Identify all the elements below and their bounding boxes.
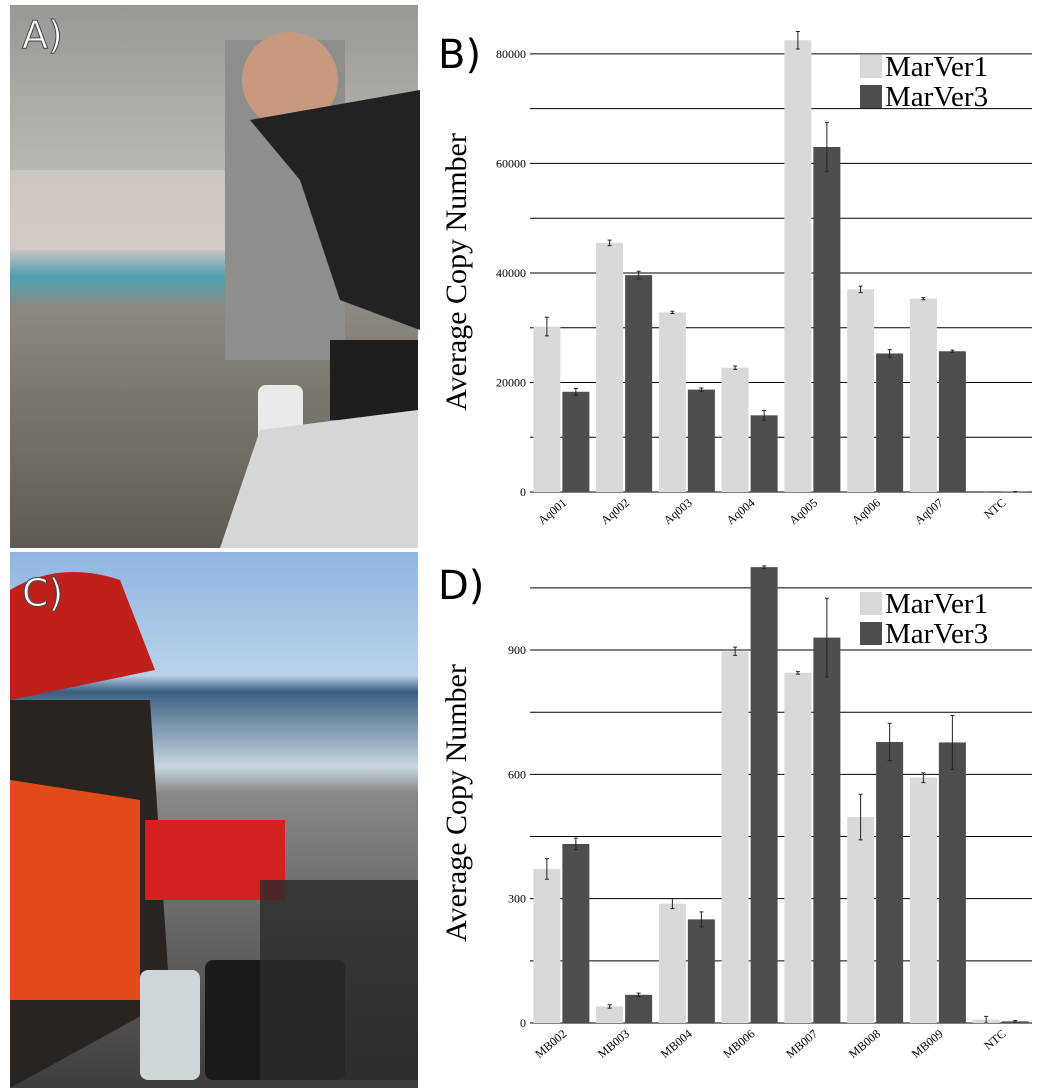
y-tick-label: 300 [508,892,526,906]
bar [847,289,874,492]
bar [533,869,560,1023]
bar [596,243,623,492]
panel-label: B) [438,32,481,78]
legend-swatch [860,55,882,78]
x-tick-label: Aq004 [724,496,758,528]
panel-label: C) [22,571,63,615]
legend-swatch [860,622,882,645]
y-axis-label: Average Copy Number [440,133,473,411]
x-tick-label: MB008 [846,1027,883,1061]
photo-c [10,552,418,1088]
x-tick-label: Aq006 [849,496,883,528]
bar [562,392,589,492]
y-tick-label: 0 [520,1016,526,1030]
panel-label: D) [438,563,484,609]
x-tick-label: MB002 [532,1027,569,1061]
x-tick-label: NTC [981,496,1008,522]
bar [596,1006,623,1023]
x-tick-label: Aq005 [786,496,820,528]
error-bar [1013,1021,1017,1023]
x-tick-label: MB009 [909,1027,946,1061]
y-tick-label: 80000 [496,47,526,61]
bar [688,919,715,1023]
figure: A) C) B) Average Copy Number 0 20000 40000 60… [0,0,1040,1091]
bar [751,567,778,1023]
bar [876,353,903,492]
y-tick-label: 0 [520,485,526,499]
bar [688,390,715,492]
bar [910,299,937,492]
legend-label: MarVer1 [885,588,988,620]
bar [659,904,686,1023]
y-tick-label: 40000 [496,266,526,280]
legend-label: MarVer3 [885,618,988,650]
bar [722,651,749,1023]
y-tick-label: 600 [508,767,526,781]
bar [876,742,903,1023]
bar [939,351,966,492]
bar [533,327,560,492]
bar [813,147,840,492]
x-tick-label: MB003 [595,1027,632,1061]
legend-label: MarVer1 [885,51,988,83]
y-tick-label: 60000 [496,156,526,170]
x-tick-label: NTC [981,1027,1008,1053]
legend-label: MarVer3 [885,81,988,113]
panel-label: A) [22,13,63,57]
x-tick-label: MB004 [658,1027,695,1061]
bar [784,40,811,492]
bar [659,312,686,492]
bar [910,778,937,1023]
x-tick-label: Aq003 [661,496,695,528]
x-tick-label: MB006 [720,1027,757,1061]
legend-swatch [860,85,882,108]
bar [562,844,589,1023]
bar [813,638,840,1023]
bar [751,415,778,492]
bar [939,742,966,1023]
bar [625,275,652,492]
y-axis-label: Average Copy Number [440,664,473,942]
x-tick-label: Aq001 [535,496,569,528]
bar [784,673,811,1023]
y-tick-label: 20000 [496,375,526,389]
x-tick-label: Aq007 [912,496,946,528]
legend-swatch [860,592,882,615]
y-tick-label: 900 [508,643,526,657]
bar [625,995,652,1023]
bar [847,817,874,1023]
bar [722,368,749,492]
x-tick-label: Aq002 [598,496,632,528]
photo-a [10,5,420,548]
x-tick-label: MB007 [783,1027,820,1061]
